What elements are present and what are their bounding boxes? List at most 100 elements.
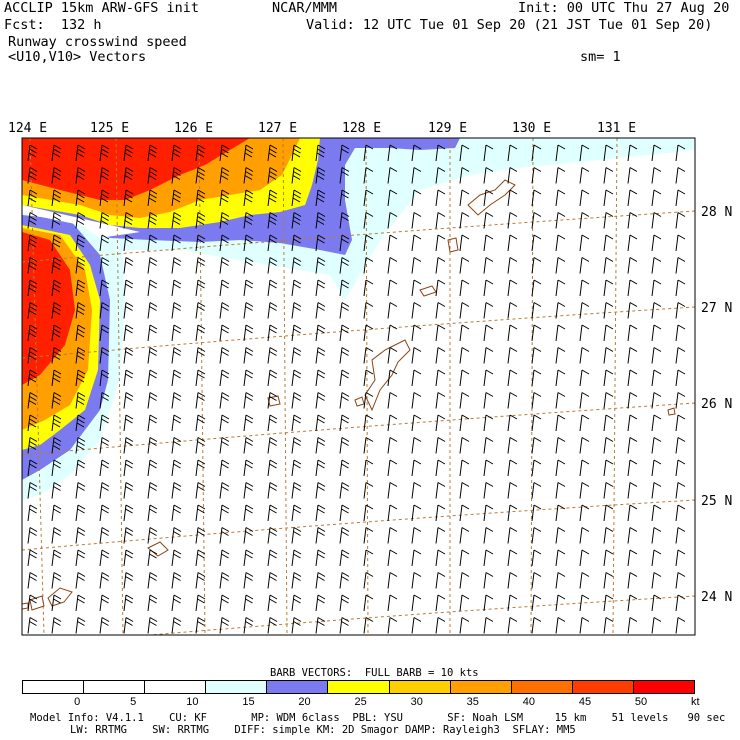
wind-barb: [267, 617, 278, 634]
wind-barb: [267, 347, 278, 364]
wind-barb: [315, 392, 326, 409]
wind-barb: [531, 212, 542, 229]
wind-barb: [27, 459, 38, 477]
wind-barb: [267, 459, 278, 477]
wind-barb: [315, 369, 326, 387]
meridian-124: [29, 138, 45, 635]
wind-barb: [435, 234, 446, 252]
wind-barb: [147, 257, 158, 274]
wind-barb: [339, 414, 350, 432]
wind-barb: [555, 189, 566, 207]
wind-barb: [171, 324, 182, 342]
wind-barb: [315, 617, 326, 634]
wind-barb: [267, 212, 278, 229]
island-daito: [667, 407, 676, 416]
wind-barb: [411, 459, 422, 477]
wind-barb: [291, 212, 302, 229]
wind-barb: [219, 369, 230, 387]
wind-barb: [51, 369, 62, 387]
wind-barb: [99, 167, 110, 184]
wind-barb: [483, 392, 494, 409]
wind-barb: [459, 392, 470, 409]
wind-barb: [195, 369, 206, 387]
wind-barb: [195, 459, 206, 477]
wind-barb: [507, 594, 518, 612]
wind-barb: [171, 392, 182, 409]
wind-barb: [411, 279, 422, 297]
wind-barb: [627, 189, 638, 207]
wind-barb: [435, 459, 446, 477]
wind-barb: [315, 572, 326, 589]
wind-barb: [483, 234, 494, 252]
wind-barb: [483, 459, 494, 477]
wind-barb: [267, 414, 278, 432]
wind-barb: [195, 279, 206, 297]
lat-labels: 28 N 27 N 26 N 25 N 24 N: [701, 205, 732, 605]
wind-barb: [387, 234, 398, 252]
wind-barb: [147, 504, 158, 522]
wind-barb: [603, 549, 614, 567]
wind-barb: [435, 482, 446, 499]
wind-barb: [435, 212, 446, 229]
wind-barb: [123, 369, 134, 387]
wind-barb: [219, 527, 230, 544]
wind-barb: [339, 234, 350, 252]
wind-barb: [75, 324, 86, 342]
wind-barb: [363, 302, 374, 319]
wind-barb: [435, 369, 446, 387]
wind-barb: [243, 347, 254, 364]
wind-barb: [315, 167, 326, 184]
wind-barb: [315, 234, 326, 252]
wind-barb: [243, 279, 254, 297]
wind-barb: [603, 144, 614, 162]
wind-barb: [291, 167, 302, 184]
wind-barb: [651, 527, 662, 544]
wind-barb: [627, 414, 638, 432]
wind-barb: [651, 302, 662, 319]
wind-barb: [627, 302, 638, 319]
wind-barb: [363, 144, 374, 162]
wind-barb: [675, 347, 686, 364]
wind-barb: [507, 414, 518, 432]
wind-barb: [243, 167, 254, 184]
wind-barb: [627, 572, 638, 589]
wind-barb: [219, 189, 230, 207]
wind-barb: [675, 504, 686, 522]
wind-barb: [123, 437, 134, 454]
barb-legend: BARB VECTORS: FULL BARB = 10 kts: [270, 667, 479, 679]
wind-barb: [411, 144, 422, 162]
wind-barb: [627, 234, 638, 252]
wind-barb: [411, 527, 422, 544]
wind-barb: [459, 302, 470, 319]
wind-barb: [531, 369, 542, 387]
wind-barb: [99, 437, 110, 454]
wind-barb: [411, 302, 422, 319]
wind-barb: [579, 572, 590, 589]
wind-barb: [51, 549, 62, 567]
wind-barb: [51, 167, 62, 184]
wind-barb: [651, 144, 662, 162]
wind-barb: [315, 257, 326, 274]
wind-barb: [51, 572, 62, 589]
wind-barb: [315, 324, 326, 342]
wind-barb: [267, 324, 278, 342]
wind-barb: [75, 504, 86, 522]
wind-barb: [147, 369, 158, 387]
wind-barb: [123, 347, 134, 364]
wind-barb: [603, 414, 614, 432]
wind-barb: [219, 482, 230, 499]
wind-barb: [147, 594, 158, 612]
wind-barb: [75, 392, 86, 409]
wind-barb: [555, 279, 566, 297]
wind-barb: [531, 617, 542, 634]
wind-barb: [603, 572, 614, 589]
wind-barb: [579, 594, 590, 612]
wind-barb: [579, 482, 590, 499]
wind-barb: [363, 189, 374, 207]
wind-barb: [195, 324, 206, 342]
wind-barb: [291, 234, 302, 252]
wind-barb: [363, 504, 374, 522]
wind-barb: [171, 549, 182, 567]
wind-barb: [291, 144, 302, 162]
wind-barb: [51, 392, 62, 409]
